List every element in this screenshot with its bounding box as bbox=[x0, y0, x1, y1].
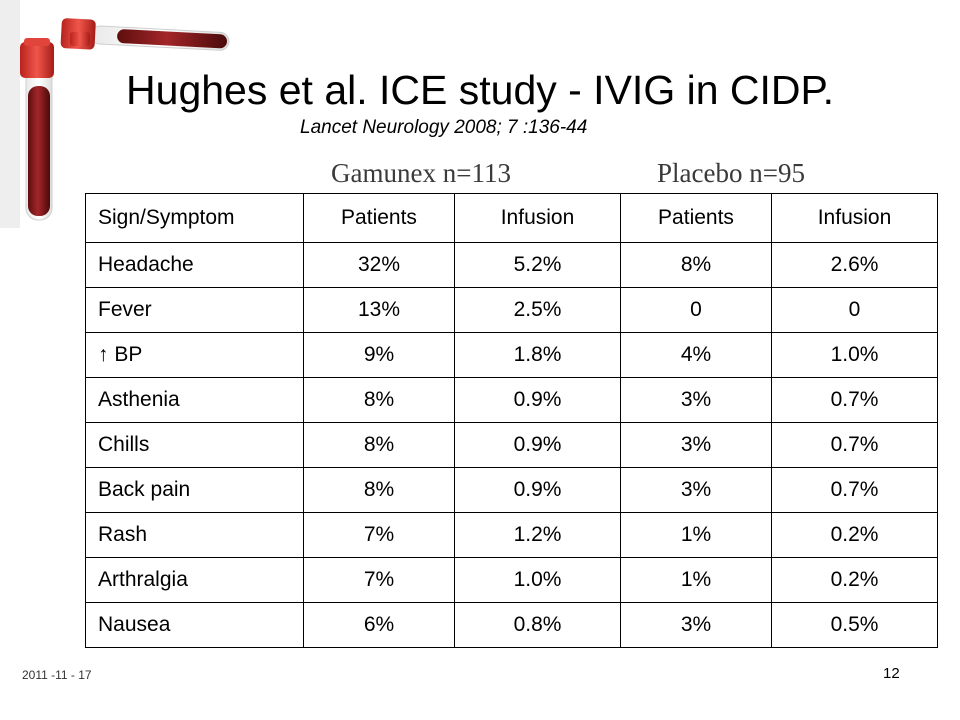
table-row: Rash 7% 1.2% 1% 0.2% bbox=[85, 512, 938, 558]
value-cell: 0.9% bbox=[454, 377, 621, 423]
symptom-cell: Back pain bbox=[85, 467, 304, 513]
value-cell: 1% bbox=[620, 557, 772, 603]
symptom-cell: Headache bbox=[85, 242, 304, 288]
header-cell: Infusion bbox=[771, 193, 938, 243]
value-cell: 2.5% bbox=[454, 287, 621, 333]
value-cell: 3% bbox=[620, 422, 772, 468]
citation-subtitle: Lancet Neurology 2008; 7 :136-44 bbox=[300, 117, 588, 138]
value-cell: 0 bbox=[771, 287, 938, 333]
table-row: Chills 8% 0.9% 3% 0.7% bbox=[85, 422, 938, 468]
value-cell: 6% bbox=[303, 602, 455, 648]
header-cell: Sign/Symptom bbox=[85, 193, 304, 243]
value-cell: 0.7% bbox=[771, 467, 938, 513]
header-cell: Patients bbox=[620, 193, 772, 243]
value-cell: 0.9% bbox=[454, 467, 621, 513]
symptom-cell: Fever bbox=[85, 287, 304, 333]
value-cell: 2.6% bbox=[771, 242, 938, 288]
table-row: Asthenia 8% 0.9% 3% 0.7% bbox=[85, 377, 938, 423]
value-cell: 0.9% bbox=[454, 422, 621, 468]
value-cell: 3% bbox=[620, 602, 772, 648]
group-label-placebo: Placebo n=95 bbox=[657, 158, 805, 188]
symptom-cell: ↑ BP bbox=[85, 332, 304, 378]
value-cell: 1.0% bbox=[454, 557, 621, 603]
table-header-row: Sign/Symptom Patients Infusion Patients … bbox=[85, 193, 938, 243]
symptom-cell: Asthenia bbox=[85, 377, 304, 423]
slide-title: Hughes et al. ICE study - IVIG in CIDP. bbox=[126, 67, 834, 113]
value-cell: 4% bbox=[620, 332, 772, 378]
value-cell: 1% bbox=[620, 512, 772, 558]
table-row: Back pain 8% 0.9% 3% 0.7% bbox=[85, 467, 938, 513]
value-cell: 8% bbox=[303, 377, 455, 423]
value-cell: 7% bbox=[303, 557, 455, 603]
adverse-events-table: Sign/Symptom Patients Infusion Patients … bbox=[85, 193, 938, 648]
value-cell: 3% bbox=[620, 377, 772, 423]
value-cell: 3% bbox=[620, 467, 772, 513]
value-cell: 13% bbox=[303, 287, 455, 333]
table-row: Arthralgia 7% 1.0% 1% 0.2% bbox=[85, 557, 938, 603]
value-cell: 8% bbox=[620, 242, 772, 288]
group-label-gamunex: Gamunex n=113 bbox=[331, 158, 511, 188]
symptom-cell: Chills bbox=[85, 422, 304, 468]
value-cell: 0.8% bbox=[454, 602, 621, 648]
header-cell: Patients bbox=[303, 193, 455, 243]
table-row: Nausea 6% 0.8% 3% 0.5% bbox=[85, 602, 938, 648]
value-cell: 0.7% bbox=[771, 377, 938, 423]
footer-date: 2011 -11 - 17 bbox=[22, 668, 92, 682]
symptom-cell: Rash bbox=[85, 512, 304, 558]
value-cell: 0.7% bbox=[771, 422, 938, 468]
symptom-cell: Nausea bbox=[85, 602, 304, 648]
value-cell: 1.2% bbox=[454, 512, 621, 558]
table-row: Headache 32% 5.2% 8% 2.6% bbox=[85, 242, 938, 288]
value-cell: 0.2% bbox=[771, 557, 938, 603]
value-cell: 0 bbox=[620, 287, 772, 333]
table-row: ↑ BP 9% 1.8% 4% 1.0% bbox=[85, 332, 938, 378]
value-cell: 5.2% bbox=[454, 242, 621, 288]
value-cell: 9% bbox=[303, 332, 455, 378]
page-number: 12 bbox=[883, 665, 900, 682]
value-cell: 8% bbox=[303, 422, 455, 468]
table-row: Fever 13% 2.5% 0 0 bbox=[85, 287, 938, 333]
header-cell: Infusion bbox=[454, 193, 621, 243]
value-cell: 8% bbox=[303, 467, 455, 513]
value-cell: 7% bbox=[303, 512, 455, 558]
symptom-cell: Arthralgia bbox=[85, 557, 304, 603]
value-cell: 0.2% bbox=[771, 512, 938, 558]
value-cell: 32% bbox=[303, 242, 455, 288]
blood-tubes-illustration bbox=[0, 0, 230, 228]
value-cell: 1.8% bbox=[454, 332, 621, 378]
value-cell: 0.5% bbox=[771, 602, 938, 648]
value-cell: 1.0% bbox=[771, 332, 938, 378]
